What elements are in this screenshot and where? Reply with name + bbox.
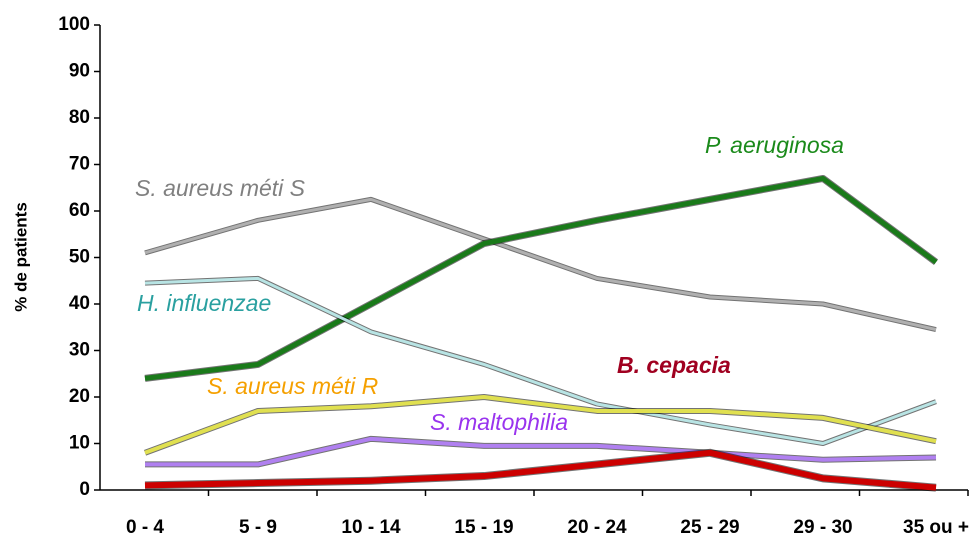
x-tick-label: 15 - 19 [454,517,513,538]
series-line [144,449,937,491]
x-tick-label: 10 - 14 [341,517,401,538]
series-line [144,197,937,332]
y-tick-label: 30 [69,340,90,361]
series-line [144,175,938,381]
y-tick-label: 90 [69,61,90,82]
x-tick-label: 20 - 24 [567,517,627,538]
series-label: P. aeruginosa [705,132,844,158]
y-tick-label: 0 [79,479,90,500]
y-tick-label: 60 [69,200,90,221]
series-line [145,436,937,467]
series-label: S. aureus méti S [135,175,306,201]
x-tick-label: 35 ou + [903,517,969,538]
series-label: B. cepacia [617,352,731,378]
x-tick-label: 0 - 4 [126,517,164,538]
y-tick-label: 100 [58,14,90,35]
series-label: S. maltophilia [430,409,568,435]
y-tick-label: 20 [69,386,90,407]
series-line [144,276,937,445]
x-tick-label: 5 - 9 [239,517,277,538]
y-tick-label: 80 [69,107,90,128]
y-tick-label: 70 [69,154,90,175]
y-tick-label: 10 [69,433,90,454]
series-line [144,395,937,455]
series-label: S. aureus méti R [207,373,378,399]
y-axis-label: % de patients [11,202,30,312]
y-tick-label: 40 [69,293,90,314]
y-tick-label: 50 [69,247,90,268]
x-tick-label: 29 - 30 [793,517,852,538]
series-label: H. influenzae [137,290,271,316]
x-tick-label: 25 - 29 [680,517,739,538]
